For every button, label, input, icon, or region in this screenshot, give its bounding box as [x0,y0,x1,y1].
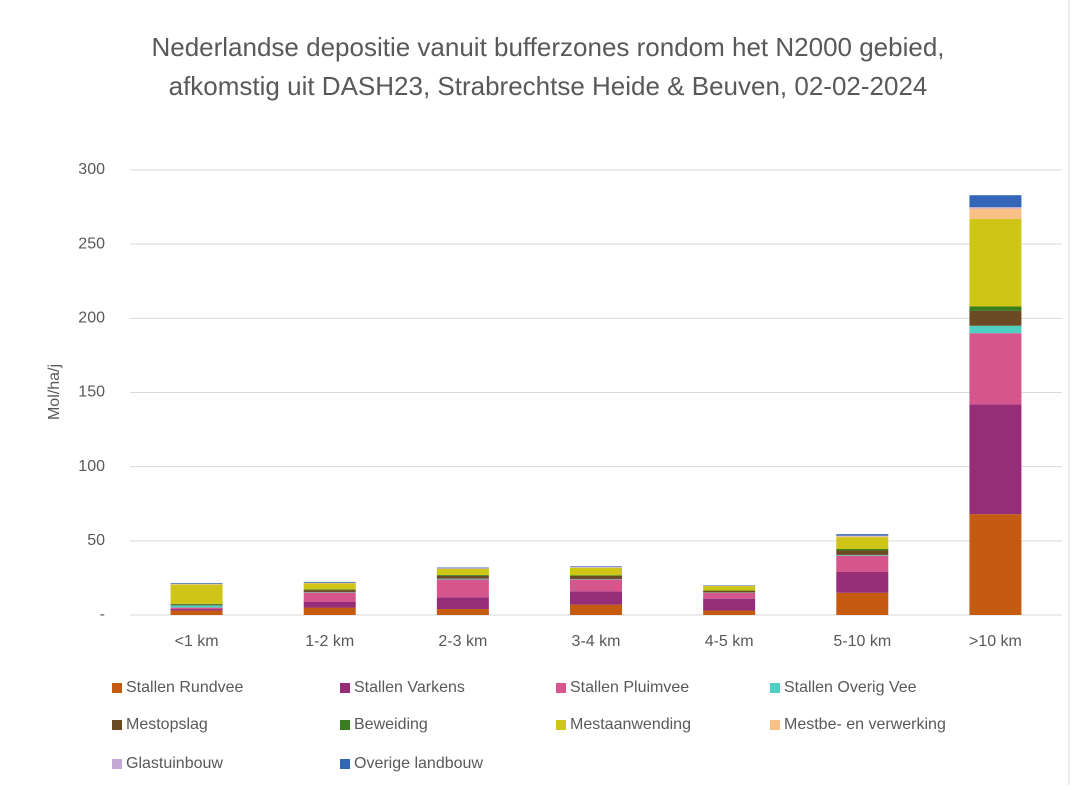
y-tick-label: 200 [78,310,105,327]
legend-label: Mestopslag [126,716,208,733]
bar-segment [304,582,356,583]
bar-segment [836,593,888,615]
bar-segment [437,575,489,576]
bar-segment [836,550,888,554]
bar-segment [171,609,223,610]
legend-swatch [340,683,350,693]
bar-segment [969,219,1021,307]
bar-segment [969,306,1021,310]
bar-segment [304,590,356,592]
bar-segment [703,593,755,599]
legend-label: Beweiding [354,716,428,733]
y-tick-label: 150 [78,384,105,401]
legend-label: Stallen Rundvee [126,679,244,696]
bar-segment [836,536,888,537]
y-tick-label: 250 [78,235,105,252]
legend-label: Stallen Pluimvee [570,679,689,696]
x-tick-label: 1-2 km [305,633,354,650]
x-tick-label: 2-3 km [438,633,487,650]
bar-segment [570,591,622,604]
bar-segment [969,326,1021,333]
bar-segment [171,604,223,605]
bar-segment [969,207,1021,208]
x-tick-label: 5-10 km [833,633,891,650]
y-tick-label: 50 [87,532,105,549]
legend-swatch [340,759,350,769]
y-tick-label: 300 [78,161,105,178]
legend-label: Overige landbouw [354,755,483,772]
bar-segment [570,566,622,567]
bar-segment [836,537,888,549]
bar-segment [969,209,1021,219]
bar-segment [570,568,622,575]
chart-title: Nederlandse depositie vanuit bufferzones… [123,28,973,106]
x-tick-label: 4-5 km [705,633,754,650]
legend-label: Stallen Overig Vee [784,679,917,696]
legend-swatch [112,720,122,730]
bar-segment [304,602,356,608]
legend-swatch [770,720,780,730]
legend-swatch [556,720,566,730]
bar-segment [304,583,356,589]
bar-segment [703,599,755,611]
bar-segment [703,586,755,590]
legend-swatch [556,683,566,693]
bar-segment [437,609,489,615]
bar-segment [171,605,223,606]
bar-segment [171,608,223,609]
x-tick-label: 3-4 km [572,633,621,650]
bar-segment [171,611,223,615]
legend-swatch [340,720,350,730]
legend-label: Mestbe- en verwerking [784,716,946,733]
bar-segment [836,556,888,572]
x-tick-label: >10 km [969,633,1022,650]
bar-segment [171,605,223,607]
bar-segment [304,593,356,602]
bar-segment [570,579,622,591]
bar-segment [570,575,622,576]
bar-segment [437,568,489,569]
y-axis-label: Mol/ha/j [46,364,63,420]
bar-segment [836,534,888,535]
legend-swatch [112,759,122,769]
bar-segment [304,608,356,615]
bar-segment [171,583,223,584]
bar-segment [836,549,888,550]
legend-swatch [770,683,780,693]
bar-segment [437,579,489,597]
bar-segment [703,591,755,592]
legend-swatch [112,683,122,693]
y-tick-label: - [100,606,105,623]
y-tick-label: 100 [78,458,105,475]
bar-segment [703,611,755,615]
legend-label: Mestaanwending [570,716,691,733]
bar-segment [437,576,489,579]
bar-segment [969,311,1021,326]
bar-segment [836,536,888,537]
bar-segment [969,404,1021,514]
bar-segment [437,579,489,580]
bar-segment [836,572,888,593]
bar-segment [304,589,356,590]
bar-segment [969,514,1021,615]
bar-segment [836,555,888,556]
x-tick-label: <1 km [175,633,219,650]
bar-segment [570,576,622,579]
bar-segment [437,569,489,575]
bar-segment [969,333,1021,404]
legend-label: Stallen Varkens [354,679,465,696]
bar-segment [969,195,1021,207]
bar-segment [570,605,622,615]
bar-segment [171,585,223,604]
legend-label: Glastuinbouw [126,755,223,772]
bar-segment [437,597,489,609]
